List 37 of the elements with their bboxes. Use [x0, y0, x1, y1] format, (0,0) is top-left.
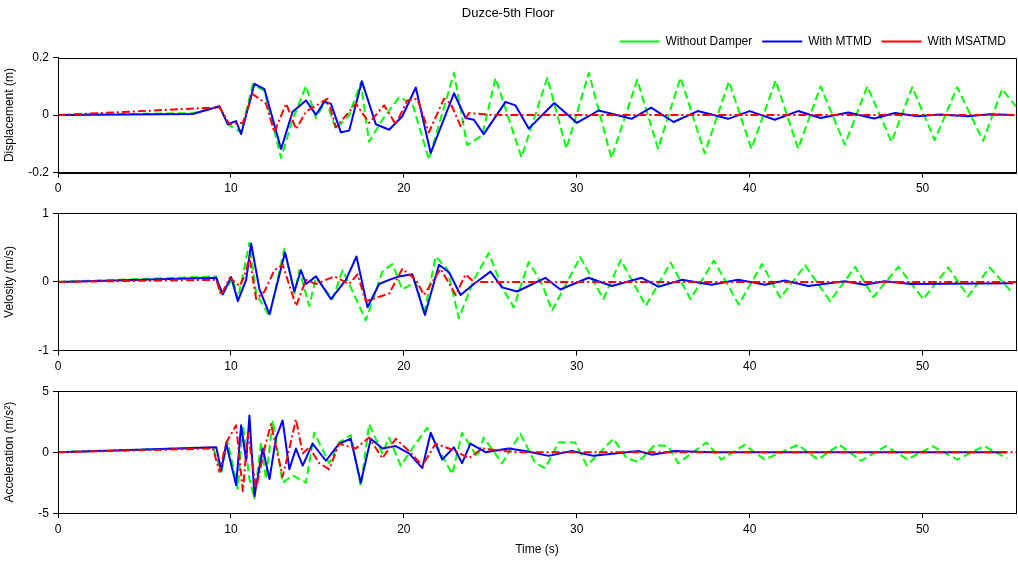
y-tick-label: 1 — [42, 205, 50, 220]
x-axis-title: Time (s) — [515, 542, 559, 557]
line-series — [58, 256, 1016, 307]
y-tick-label: 5 — [42, 383, 50, 398]
x-tick-label: 50 — [915, 181, 930, 196]
y-tick-label: 0 — [42, 107, 50, 122]
y-tick-label: -5 — [38, 505, 50, 520]
x-tick-label: 50 — [915, 359, 930, 374]
y-tick-label: -1 — [38, 342, 50, 357]
x-tick-label: 10 — [224, 181, 238, 196]
x-tick-label: 10 — [224, 521, 238, 536]
x-tick-label: 20 — [397, 181, 411, 196]
legend-label: With MTMD — [808, 33, 872, 48]
legend-label: Without Damper — [665, 33, 753, 48]
y-tick-label: 0 — [42, 444, 50, 459]
x-tick-label: 40 — [743, 181, 757, 196]
y-axis-title: Velosity (m/s) — [1, 245, 16, 318]
y-axis-title: Displacement (m) — [1, 68, 16, 163]
legend-label: With MSATMD — [927, 33, 1007, 48]
x-tick-label: 30 — [570, 181, 584, 196]
x-tick-label: 30 — [570, 359, 584, 374]
x-tick-label: 40 — [743, 521, 757, 536]
x-tick-label: 20 — [397, 359, 411, 374]
chart-title: Duzce-5th Floor — [461, 5, 555, 21]
x-tick-label: 50 — [915, 521, 930, 536]
x-tick-label: 30 — [570, 521, 584, 536]
x-tick-label: 0 — [54, 181, 62, 196]
y-tick-label: -0.2 — [28, 164, 50, 179]
x-tick-label: 0 — [54, 521, 62, 536]
y-axis-title: Acceleration (m/s²) — [1, 401, 16, 503]
y-tick-label: 0.2 — [32, 49, 50, 64]
x-tick-label: 20 — [397, 521, 411, 536]
x-tick-label: 10 — [224, 359, 238, 374]
line-series — [58, 93, 1016, 134]
x-tick-label: 0 — [54, 359, 62, 374]
x-tick-label: 40 — [743, 359, 757, 374]
y-tick-label: 0 — [42, 274, 50, 289]
